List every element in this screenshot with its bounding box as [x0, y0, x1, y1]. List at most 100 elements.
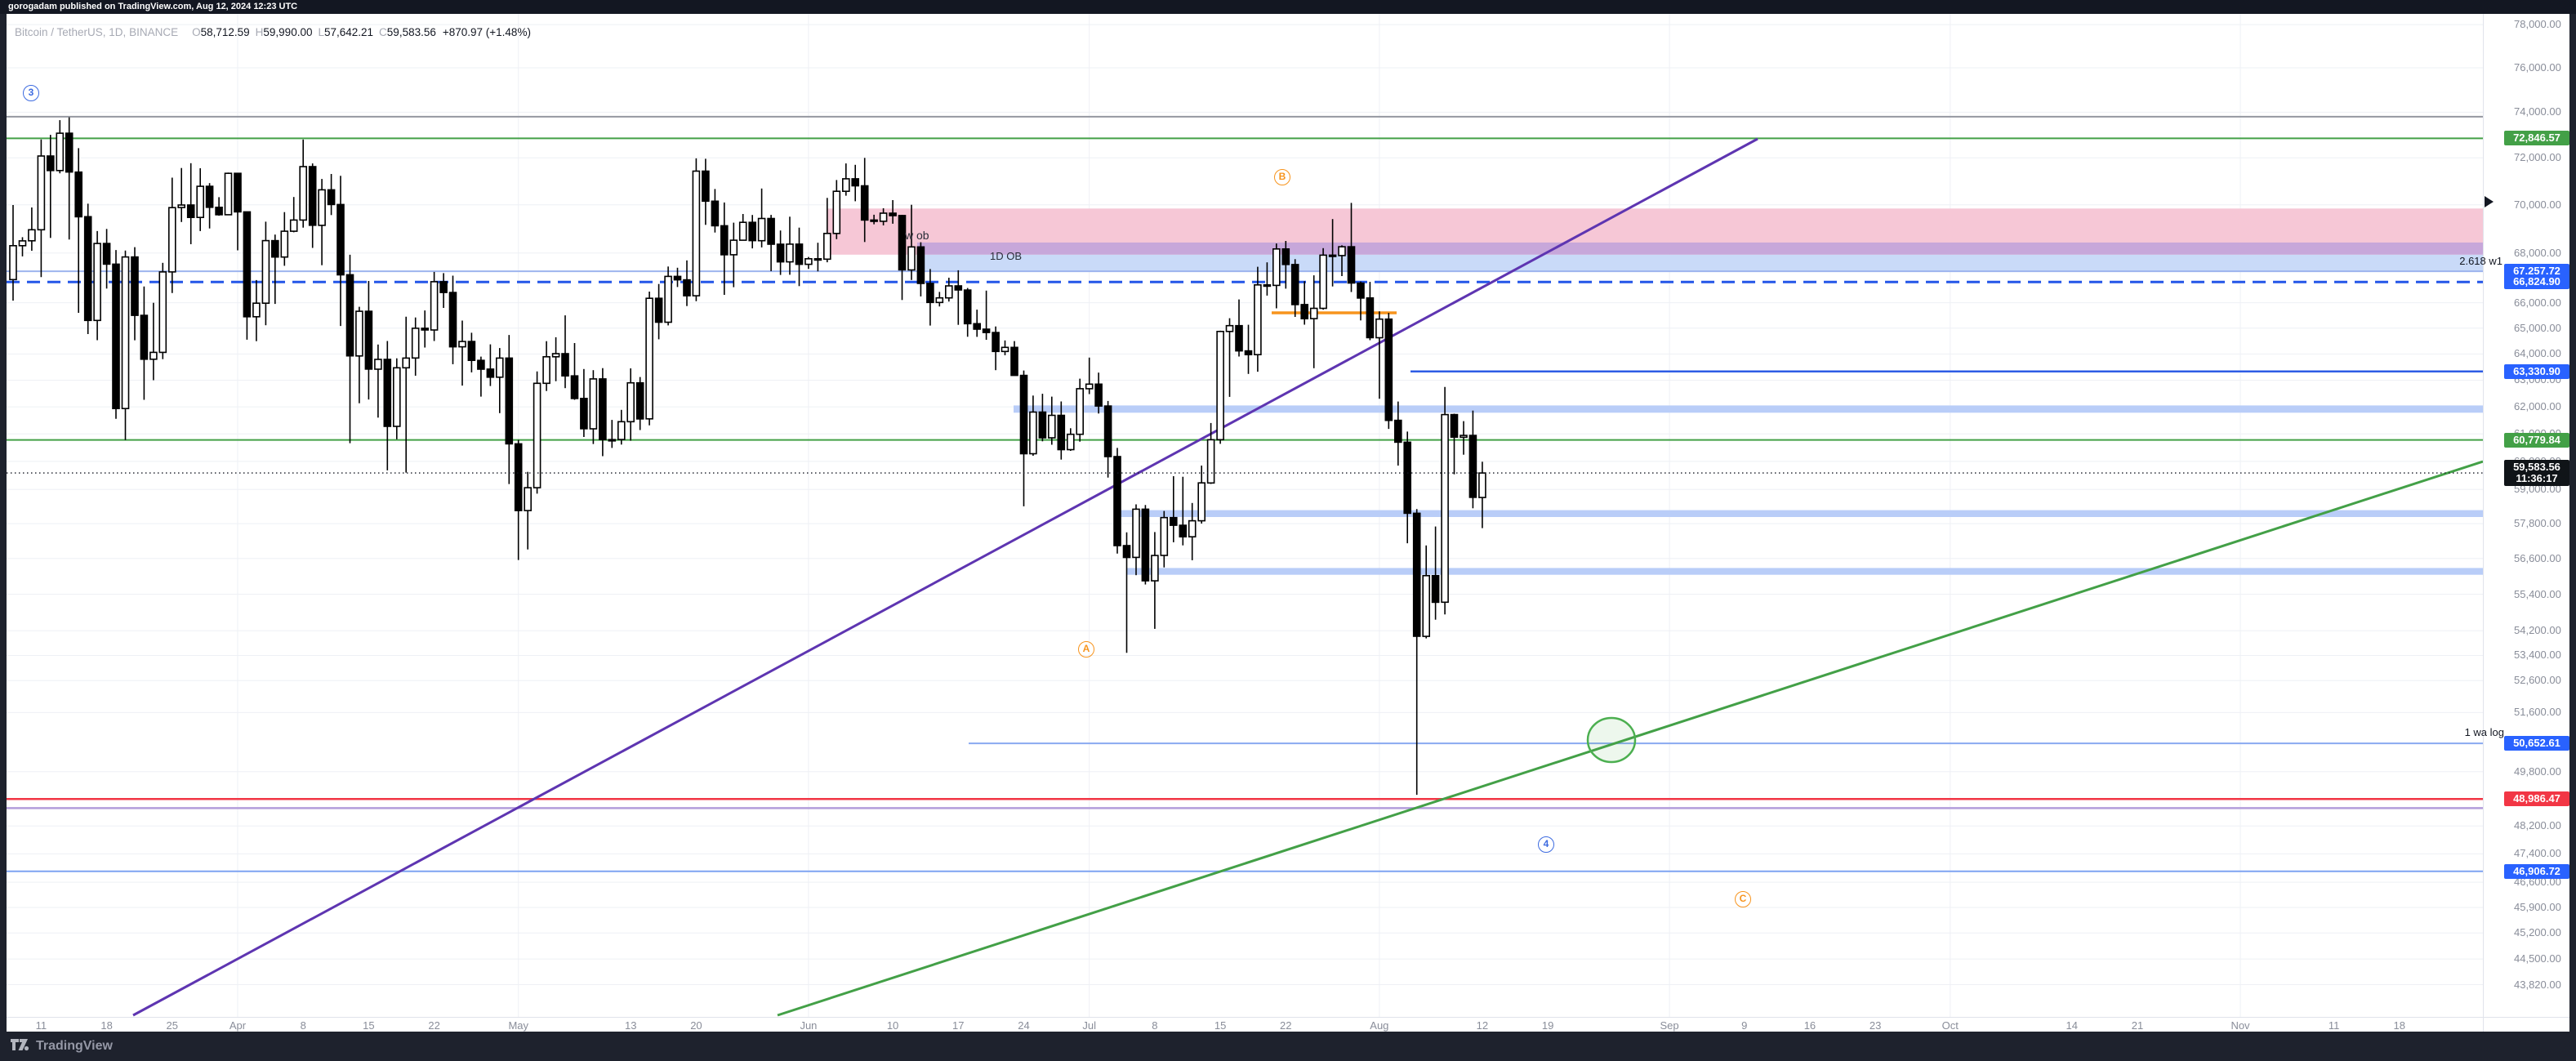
- price-tick-label: 76,000.00: [2514, 61, 2561, 74]
- circled-badge-4[interactable]: 4: [1538, 836, 1554, 853]
- price-tick-label: 56,600.00: [2514, 551, 2561, 564]
- time-tick-label: 16: [1803, 1019, 1816, 1032]
- time-tick-label: 25: [166, 1019, 179, 1032]
- time-tick-label: 19: [1541, 1019, 1554, 1032]
- time-tick-label: 24: [1018, 1019, 1030, 1032]
- price-tick-label: 55,400.00: [2514, 587, 2561, 600]
- chip-price-text: 67,257.72: [2513, 265, 2560, 278]
- time-tick-label: 14: [2066, 1019, 2078, 1032]
- price-tick-label: 52,600.00: [2514, 674, 2561, 687]
- chip-price-text: 46,906.72: [2513, 864, 2560, 877]
- price-tick-label: 68,000.00: [2514, 246, 2561, 259]
- price-tick-label: 62,000.00: [2514, 400, 2561, 413]
- zone-support-band-58100[interactable]: [1120, 510, 2483, 517]
- zone-support-band-56100[interactable]: [1127, 568, 2483, 575]
- price-tick-label: 47,400.00: [2514, 847, 2561, 860]
- price-tick-label: 45,900.00: [2514, 900, 2561, 913]
- chip-price-text: 50,652.61: [2513, 737, 2560, 750]
- time-tick-label: 9: [1741, 1019, 1748, 1032]
- zone-daily-orderblock-overlap[interactable]: [917, 242, 2483, 255]
- publish-text: gorogadam published on TradingView.com, …: [8, 2, 298, 11]
- time-tick-label: 23: [1869, 1019, 1882, 1032]
- horizontal-gridlines: [7, 24, 2483, 985]
- price-label-chip: 72,846.57: [2504, 131, 2569, 146]
- price-tick-label: 44,500.00: [2514, 952, 2561, 965]
- time-tick-label: 15: [1214, 1019, 1227, 1032]
- price-tick-label: 54,200.00: [2514, 624, 2561, 637]
- chip-price-text: 72,846.57: [2513, 132, 2560, 145]
- price-tick-label: 78,000.00: [2514, 18, 2561, 31]
- price-label-chip: 59,583.56 11:36:17: [2504, 460, 2569, 487]
- circled-badge-c[interactable]: C: [1735, 891, 1751, 907]
- price-tick-label: 46,600.00: [2514, 876, 2561, 889]
- price-tick-label: 43,820.00: [2514, 978, 2561, 991]
- price-label-chip: 48,986.47: [2504, 791, 2569, 807]
- footer-bar: TradingView: [0, 1032, 2576, 1061]
- time-tick-label: 18: [100, 1019, 113, 1032]
- price-axis[interactable]: 78,000.00 76,000.00 74,000.00 72,000.00 70,0…: [2483, 14, 2569, 1017]
- time-tick-label: 21: [2131, 1019, 2144, 1032]
- time-tick-label: May: [508, 1019, 528, 1032]
- time-tick-label: 13: [624, 1019, 637, 1032]
- time-tick-label: Oct: [1941, 1019, 1959, 1032]
- price-label-chip: 63,330.90: [2504, 363, 2569, 379]
- price-tick-label: 45,200.00: [2514, 926, 2561, 939]
- time-axis[interactable]: 11 18 25 Apr 8 15 22 May 13 20 Jun 10 17 24 Jul 8 15 22 Au…: [7, 1017, 2569, 1032]
- price-tick-label: 57,800.00: [2514, 517, 2561, 530]
- price-tick-label: 53,400.00: [2514, 649, 2561, 662]
- time-tick-label: Sep: [1660, 1019, 1679, 1032]
- time-tick-label: 10: [886, 1019, 899, 1032]
- price-label-chip: 50,652.61: [2504, 736, 2569, 751]
- price-tick-label: 49,800.00: [2514, 765, 2561, 778]
- price-tick-label: 48,200.00: [2514, 819, 2561, 832]
- time-tick-label: Jun: [800, 1019, 818, 1032]
- time-tick-label: Aug: [1370, 1019, 1389, 1032]
- chip-price-text: 63,330.90: [2513, 364, 2560, 377]
- price-label-chip: 60,779.84: [2504, 432, 2569, 448]
- circled-badge-a[interactable]: A: [1078, 641, 1094, 658]
- price-tick-label: 65,000.00: [2514, 321, 2561, 334]
- zone-daily-orderblock[interactable]: [917, 254, 2483, 272]
- candlestick-series: [9, 117, 1486, 796]
- time-tick-label: 22: [428, 1019, 440, 1032]
- time-tick-label: Nov: [2231, 1019, 2250, 1032]
- chip-price-text: 60,779.84: [2513, 433, 2560, 446]
- time-tick-label: Jul: [1082, 1019, 1096, 1032]
- time-tick-label: 11: [2328, 1019, 2340, 1032]
- price-tick-label: 70,000.00: [2514, 198, 2561, 211]
- circled-badge-3[interactable]: 3: [23, 85, 39, 101]
- green-circle-marker[interactable]: [1586, 716, 1637, 764]
- price-alert-arrow-icon[interactable]: [2485, 196, 2494, 207]
- chart-panel: [7, 14, 2569, 1032]
- time-tick-label: 17: [952, 1019, 965, 1032]
- time-tick-label: 12: [1476, 1019, 1489, 1032]
- publish-bar: gorogadam published on TradingView.com, …: [0, 0, 2576, 14]
- purple-trendline[interactable]: [132, 137, 1758, 1017]
- price-tick-label: 66,000.00: [2514, 296, 2561, 309]
- tradingview-logo-icon[interactable]: [11, 1039, 32, 1054]
- price-tick-label: 64,000.00: [2514, 347, 2561, 360]
- chip-countdown-text: 11:36:17: [2516, 472, 2558, 485]
- time-tick-label: Apr: [229, 1019, 247, 1032]
- price-tick-label: 74,000.00: [2514, 105, 2561, 118]
- zone-support-band-61900[interactable]: [1014, 405, 2483, 413]
- time-tick-label: 20: [690, 1019, 702, 1032]
- time-tick-label: 22: [1280, 1019, 1292, 1032]
- time-tick-label: 15: [363, 1019, 375, 1032]
- time-tick-label: 8: [300, 1019, 306, 1032]
- price-label-chip: 46,906.72: [2504, 863, 2569, 879]
- price-tick-label: 51,600.00: [2514, 706, 2561, 719]
- circled-badge-b[interactable]: B: [1274, 169, 1290, 185]
- green-trendline[interactable]: [777, 460, 2483, 1017]
- time-tick-label: 11: [35, 1019, 47, 1032]
- chip-price-text: 48,986.47: [2513, 792, 2560, 805]
- time-tick-label: 18: [2393, 1019, 2406, 1032]
- price-label-chip: 66,824.90: [2504, 274, 2569, 290]
- time-tick-label: 8: [1152, 1019, 1158, 1032]
- chip-price-text: 59,583.56: [2513, 461, 2560, 474]
- price-axis-separator: [2483, 14, 2484, 1032]
- tradingview-brand-text[interactable]: TradingView: [36, 1039, 113, 1053]
- price-tick-label: 72,000.00: [2514, 151, 2561, 164]
- chip-price-text: 66,824.90: [2513, 275, 2560, 288]
